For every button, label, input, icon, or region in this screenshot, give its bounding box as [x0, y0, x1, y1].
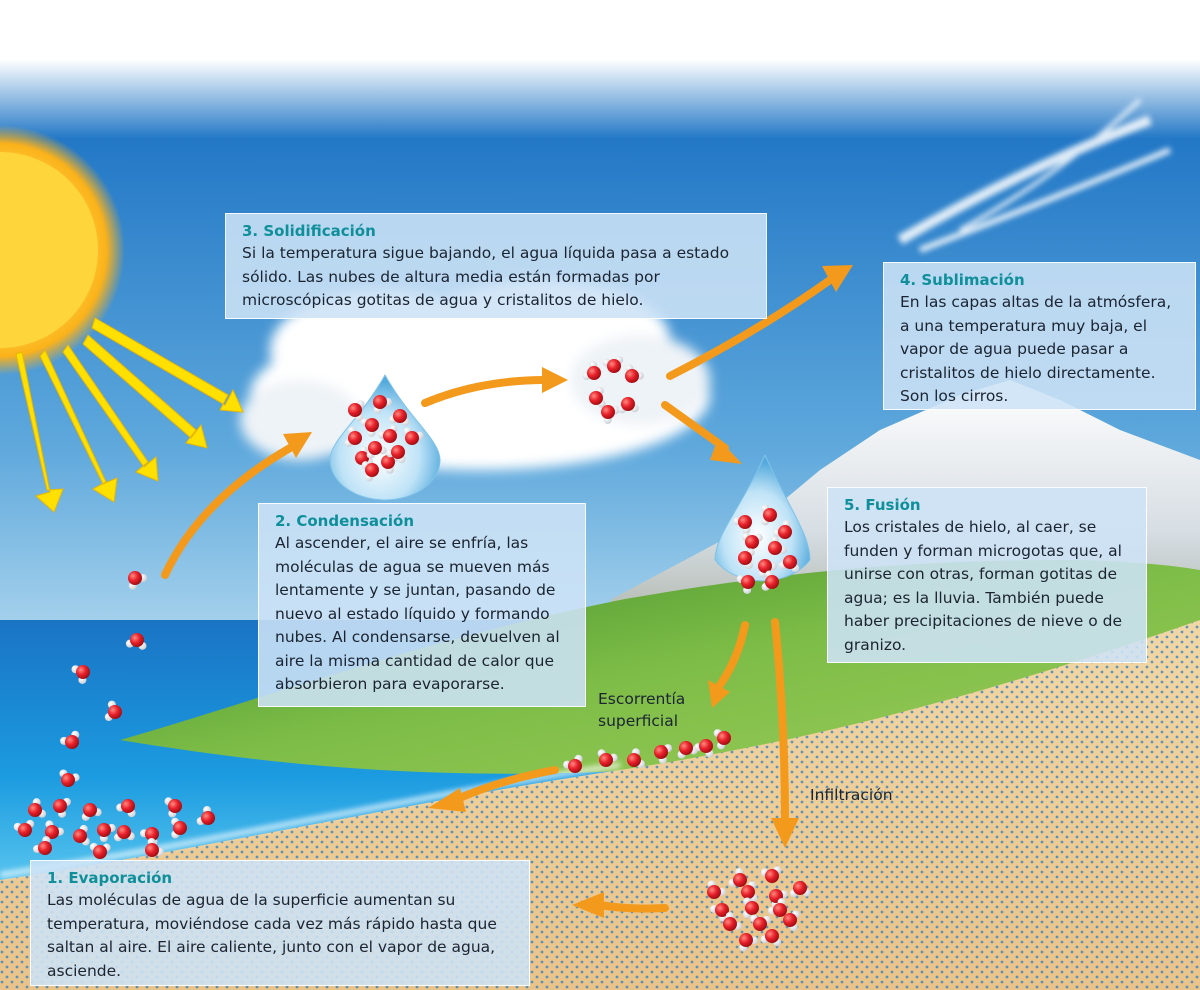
step-solidification-title: 3. Solidificación — [242, 222, 376, 240]
water-molecule — [601, 405, 620, 424]
water-molecule — [71, 665, 90, 684]
water-molecule — [597, 749, 618, 767]
water-molecule — [344, 426, 362, 447]
step-fusion-box: 5. Fusión Los cristales de hielo, al cae… — [827, 487, 1147, 663]
step-sublimation-text: En las capas altas de la atmósfera, a un… — [900, 293, 1172, 405]
water-molecule — [28, 798, 47, 818]
water-molecule — [378, 424, 398, 443]
water-molecule — [128, 571, 147, 590]
infiltration-label: Infiltración — [810, 786, 893, 804]
cumulus-cloud — [240, 280, 710, 470]
water-molecule — [736, 575, 755, 594]
water-molecule — [723, 912, 742, 931]
water-molecule — [773, 520, 792, 539]
step-sublimation-title: 4. Sublimación — [900, 271, 1025, 289]
water-molecule — [373, 395, 392, 414]
water-molecule — [758, 559, 777, 578]
water-molecule — [386, 445, 406, 464]
sun-rays — [15, 317, 244, 513]
water-molecule — [114, 825, 135, 842]
water-molecule — [97, 823, 116, 842]
water-molecule — [768, 898, 787, 917]
water-molecule — [60, 730, 80, 749]
water-molecule — [602, 355, 624, 373]
water-molecule — [59, 769, 80, 787]
step-evaporation-box: 1. Evaporación Las moléculas de agua de … — [30, 860, 530, 986]
step-fusion-title: 5. Fusión — [844, 496, 921, 514]
water-molecule — [403, 427, 424, 445]
water-molecule — [388, 409, 410, 426]
step-condensation-box: 2. Condensación Al ascender, el aire se … — [258, 503, 586, 707]
water-molecule — [760, 866, 782, 883]
arrow-heads — [283, 265, 853, 918]
water-molecule — [738, 548, 755, 569]
water-molecule — [617, 397, 639, 414]
water-molecule — [125, 633, 147, 650]
water-molecule — [89, 842, 111, 859]
step-evaporation-title: 1. Evaporación — [47, 869, 173, 887]
water-molecule — [53, 797, 71, 818]
step-solidification-text: Si la temperatura sigue bajando, el agua… — [242, 244, 730, 309]
water-molecule — [789, 881, 811, 898]
water-molecule — [360, 418, 379, 437]
water-molecule — [677, 741, 698, 759]
water-molecule — [713, 729, 731, 750]
cirrus-clouds — [897, 98, 1172, 253]
step-evaporation-text: Las moléculas de agua de la superficie a… — [47, 891, 497, 980]
water-molecule — [707, 880, 726, 899]
water-molecule — [348, 400, 365, 421]
water-molecule — [73, 824, 90, 846]
water-molecule — [361, 461, 379, 482]
water-molecule — [13, 819, 35, 837]
step-solidification-box: 3. Solidificación Si la temperatura sigu… — [225, 213, 767, 319]
water-molecule — [145, 838, 164, 857]
water-molecule — [366, 441, 387, 459]
water-molecule — [741, 532, 763, 549]
water-molecule — [768, 536, 787, 555]
water-molecule — [45, 820, 64, 839]
water-molecule — [783, 910, 800, 932]
water-molecule — [625, 364, 644, 383]
water-molecule — [171, 817, 187, 839]
water-molecule — [116, 799, 136, 818]
water-molecule — [733, 515, 752, 534]
water-molecule — [761, 504, 777, 526]
water-molecule — [743, 897, 759, 919]
water-molecule — [563, 754, 583, 773]
water-molecule — [739, 933, 758, 952]
runoff-label: Escorrentía superficial — [598, 690, 686, 730]
step-sublimation-box: 4. Sublimación En las capas altas de la … — [883, 262, 1196, 410]
water-molecule — [582, 361, 601, 380]
water-molecule — [33, 836, 52, 855]
water-molecule — [760, 929, 782, 947]
water-molecule — [694, 739, 714, 758]
step-fusion-text: Los cristales de hielo, al caer, se fund… — [844, 518, 1123, 654]
water-molecule — [104, 700, 122, 722]
water-molecule — [750, 914, 771, 931]
water-molecule — [778, 555, 800, 573]
water-molecule — [741, 881, 758, 902]
water-molecule — [627, 748, 645, 768]
water-molecule — [164, 797, 182, 818]
water-molecule — [196, 806, 215, 826]
water-molecule — [81, 803, 102, 821]
sun-core — [0, 152, 98, 348]
step-condensation-text: Al ascender, el aire se enfría, las molé… — [275, 534, 560, 693]
water-molecule — [761, 570, 779, 591]
water-molecules — [13, 355, 811, 952]
water-molecule — [589, 387, 606, 408]
water-molecule — [728, 868, 747, 887]
step-condensation-title: 2. Condensación — [275, 512, 415, 530]
water-molecule — [654, 744, 672, 764]
